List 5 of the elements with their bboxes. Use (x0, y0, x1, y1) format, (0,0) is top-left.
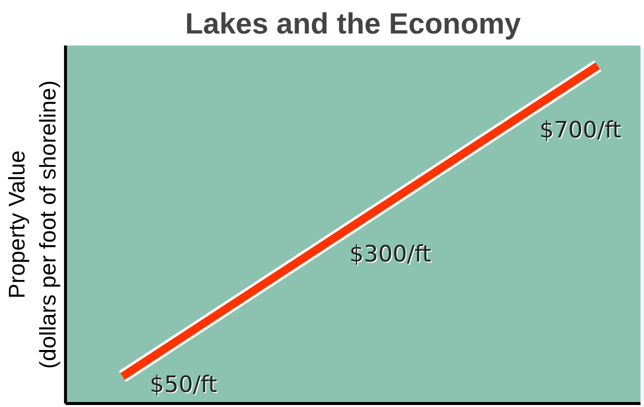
annotation: $700/ft (540, 118, 622, 144)
chart-title: Lakes and the Economy (185, 8, 522, 40)
annotation: $300/ft (350, 242, 432, 269)
y-axis-title: Property Value (dollars per foot of shoreline) (3, 80, 60, 369)
annotation: $50/ft (150, 373, 218, 400)
